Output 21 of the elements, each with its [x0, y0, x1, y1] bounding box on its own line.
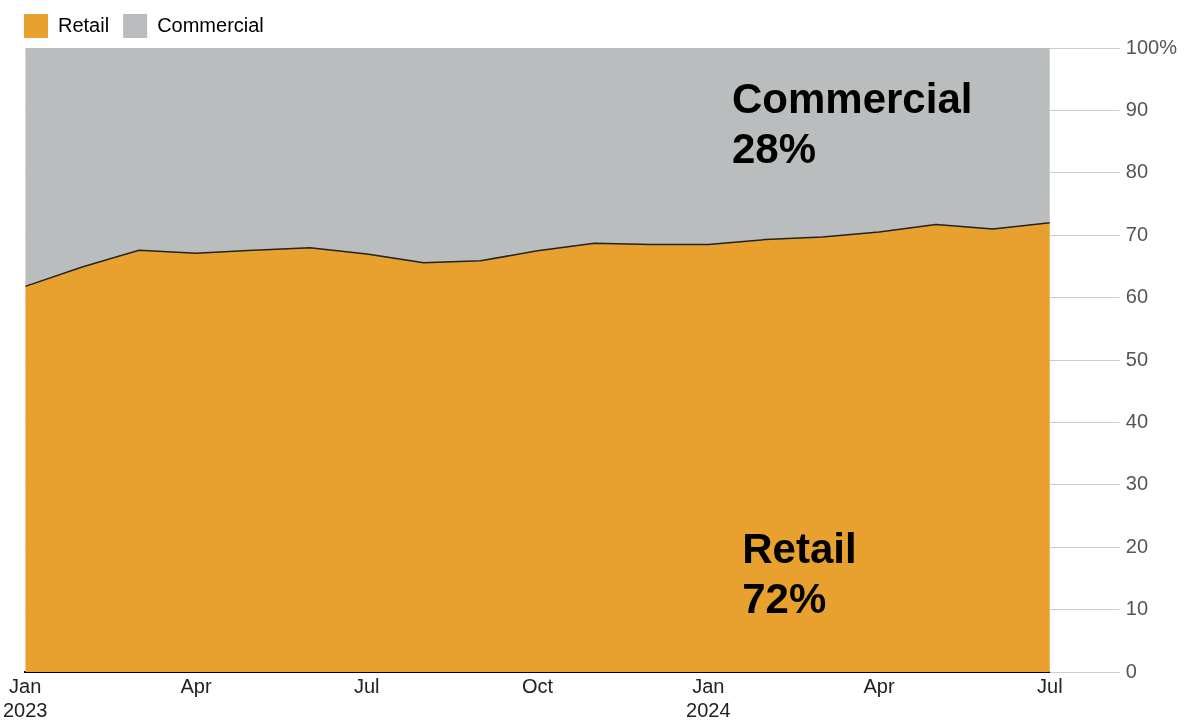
x-tick-label: Jul [353, 674, 380, 697]
y-tick-label: 0 [1125, 659, 1137, 682]
y-tick-label: 20 [1125, 534, 1149, 557]
y-tick-label: 60 [1125, 285, 1149, 308]
x-tick-label: Apr [863, 674, 895, 697]
y-tick-label: 70 [1125, 222, 1149, 245]
x-tick-label: Oct [521, 674, 554, 697]
x-tick-label: Apr [180, 674, 212, 697]
y-tick-label: 90 [1125, 97, 1149, 120]
legend-label: Retail [58, 13, 110, 36]
x-tick-label: Jan 2024 [686, 674, 731, 721]
x-tick-label: Jan 2023 [3, 674, 48, 721]
y-tick-label: 10 [1125, 597, 1149, 620]
y-tick-label: 30 [1125, 472, 1149, 495]
x-tick-label: Jul [1037, 674, 1063, 697]
y-tick-label: 40 [1125, 409, 1149, 432]
legend-label: Commercial [157, 13, 264, 36]
y-tick-label: 80 [1125, 160, 1149, 183]
annotation: Retail 72% [742, 524, 857, 622]
y-tick-label: 100% [1125, 35, 1178, 58]
y-tick-label: 50 [1125, 347, 1149, 370]
